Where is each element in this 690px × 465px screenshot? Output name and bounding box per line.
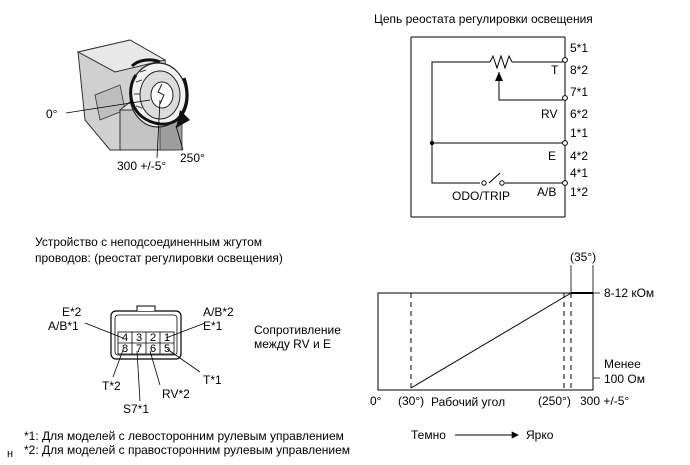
connector-caption-line1: Устройство с неподсоединенным жгутом: [35, 235, 262, 249]
switch-contact-right: [499, 180, 505, 186]
terminal-label-t: T: [551, 63, 559, 77]
corner-mark: н: [7, 448, 13, 460]
graph-x-0: 0°: [370, 394, 382, 408]
terminal-ab: [562, 180, 568, 186]
pin-2: 2: [150, 332, 156, 344]
angle-250-label: 250°: [180, 151, 205, 165]
pin-4: 4: [122, 332, 128, 344]
terminal-rv: [562, 95, 568, 101]
label-t1: T*1: [203, 373, 222, 387]
label-e1: E*1: [203, 319, 223, 333]
pin-t-top: 5*1: [570, 41, 588, 55]
label-t2: T*2: [102, 379, 121, 393]
label-ab1: A/B*1: [48, 319, 79, 333]
junction-dot: [429, 140, 435, 146]
resistance-label-line2: между RV и E: [254, 337, 331, 351]
angle-300-label: 300 +/-5°: [117, 159, 166, 173]
pin-8: 8: [122, 343, 128, 355]
resistance-graph: [377, 265, 600, 391]
graph-top-value: 8-12 кОм: [604, 286, 654, 300]
rheostat-switch-illustration: [76, 39, 190, 151]
circuit-wires: [431, 54, 563, 184]
graph-x-30: (30°): [398, 394, 424, 408]
pin-7: 7: [136, 343, 142, 355]
terminal-label-ab: A/B: [537, 185, 556, 199]
pin-e-top: 1*1: [570, 126, 588, 140]
graph-x-300: 300 +/-5°: [580, 394, 629, 408]
graph-low-value-line2: 100 Ом: [604, 372, 645, 386]
connector-leaders: [84, 322, 206, 402]
label-e2: E*2: [62, 305, 82, 319]
angle-300-leader: [156, 99, 161, 159]
dark-label: Темно: [411, 428, 446, 442]
terminal-e: [562, 140, 568, 146]
pin-6: 6: [150, 343, 156, 355]
terminal-label-rv: RV: [541, 107, 557, 121]
pin-t-bottom: 8*2: [570, 63, 588, 77]
pin-3: 3: [136, 332, 142, 344]
pin-ab-bottom: 1*2: [570, 185, 588, 199]
switch-contact-left: [481, 180, 487, 186]
label-rv2: RV*2: [162, 387, 190, 401]
angle-0-label: 0°: [46, 107, 58, 121]
terminal-t: [562, 57, 568, 63]
graph-x-250: (250°): [538, 394, 571, 408]
pin-rv-bottom: 6*2: [570, 107, 588, 121]
label-ab2: A/B*2: [203, 305, 234, 319]
pin-ab-top: 4*1: [570, 166, 588, 180]
label-s71: S7*1: [123, 402, 149, 416]
graph-angle-35: (35°): [570, 250, 596, 264]
circuit-title: Цепь реостата регулировки освещения: [374, 12, 593, 26]
bright-label: Ярко: [526, 428, 554, 442]
angle-0-leader: [65, 99, 151, 114]
pin-e-bottom: 4*2: [570, 149, 588, 163]
wiper-arrow: [495, 72, 503, 81]
odo-trip-switch-label: ODO/TRIP: [452, 189, 510, 203]
terminal-label-e: E: [548, 149, 556, 163]
angle-250-leader: [175, 125, 184, 151]
connector-caption-line2: проводов: (реостат регулировки освещения…: [35, 251, 283, 265]
pin-rv-top: 7*1: [570, 85, 588, 99]
circuit-box: [410, 36, 566, 218]
graph-low-value-line1: Менее: [604, 357, 641, 371]
note-rhd: *2: Для моделей с правосторонним рулевым…: [24, 443, 350, 457]
graph-x-working: Рабочий угол: [431, 395, 505, 409]
connector-face: [110, 305, 182, 360]
resistance-label-line1: Сопротивление: [254, 323, 341, 337]
note-lhd: *1: Для моделей с левосторонним рулевым …: [24, 429, 344, 443]
